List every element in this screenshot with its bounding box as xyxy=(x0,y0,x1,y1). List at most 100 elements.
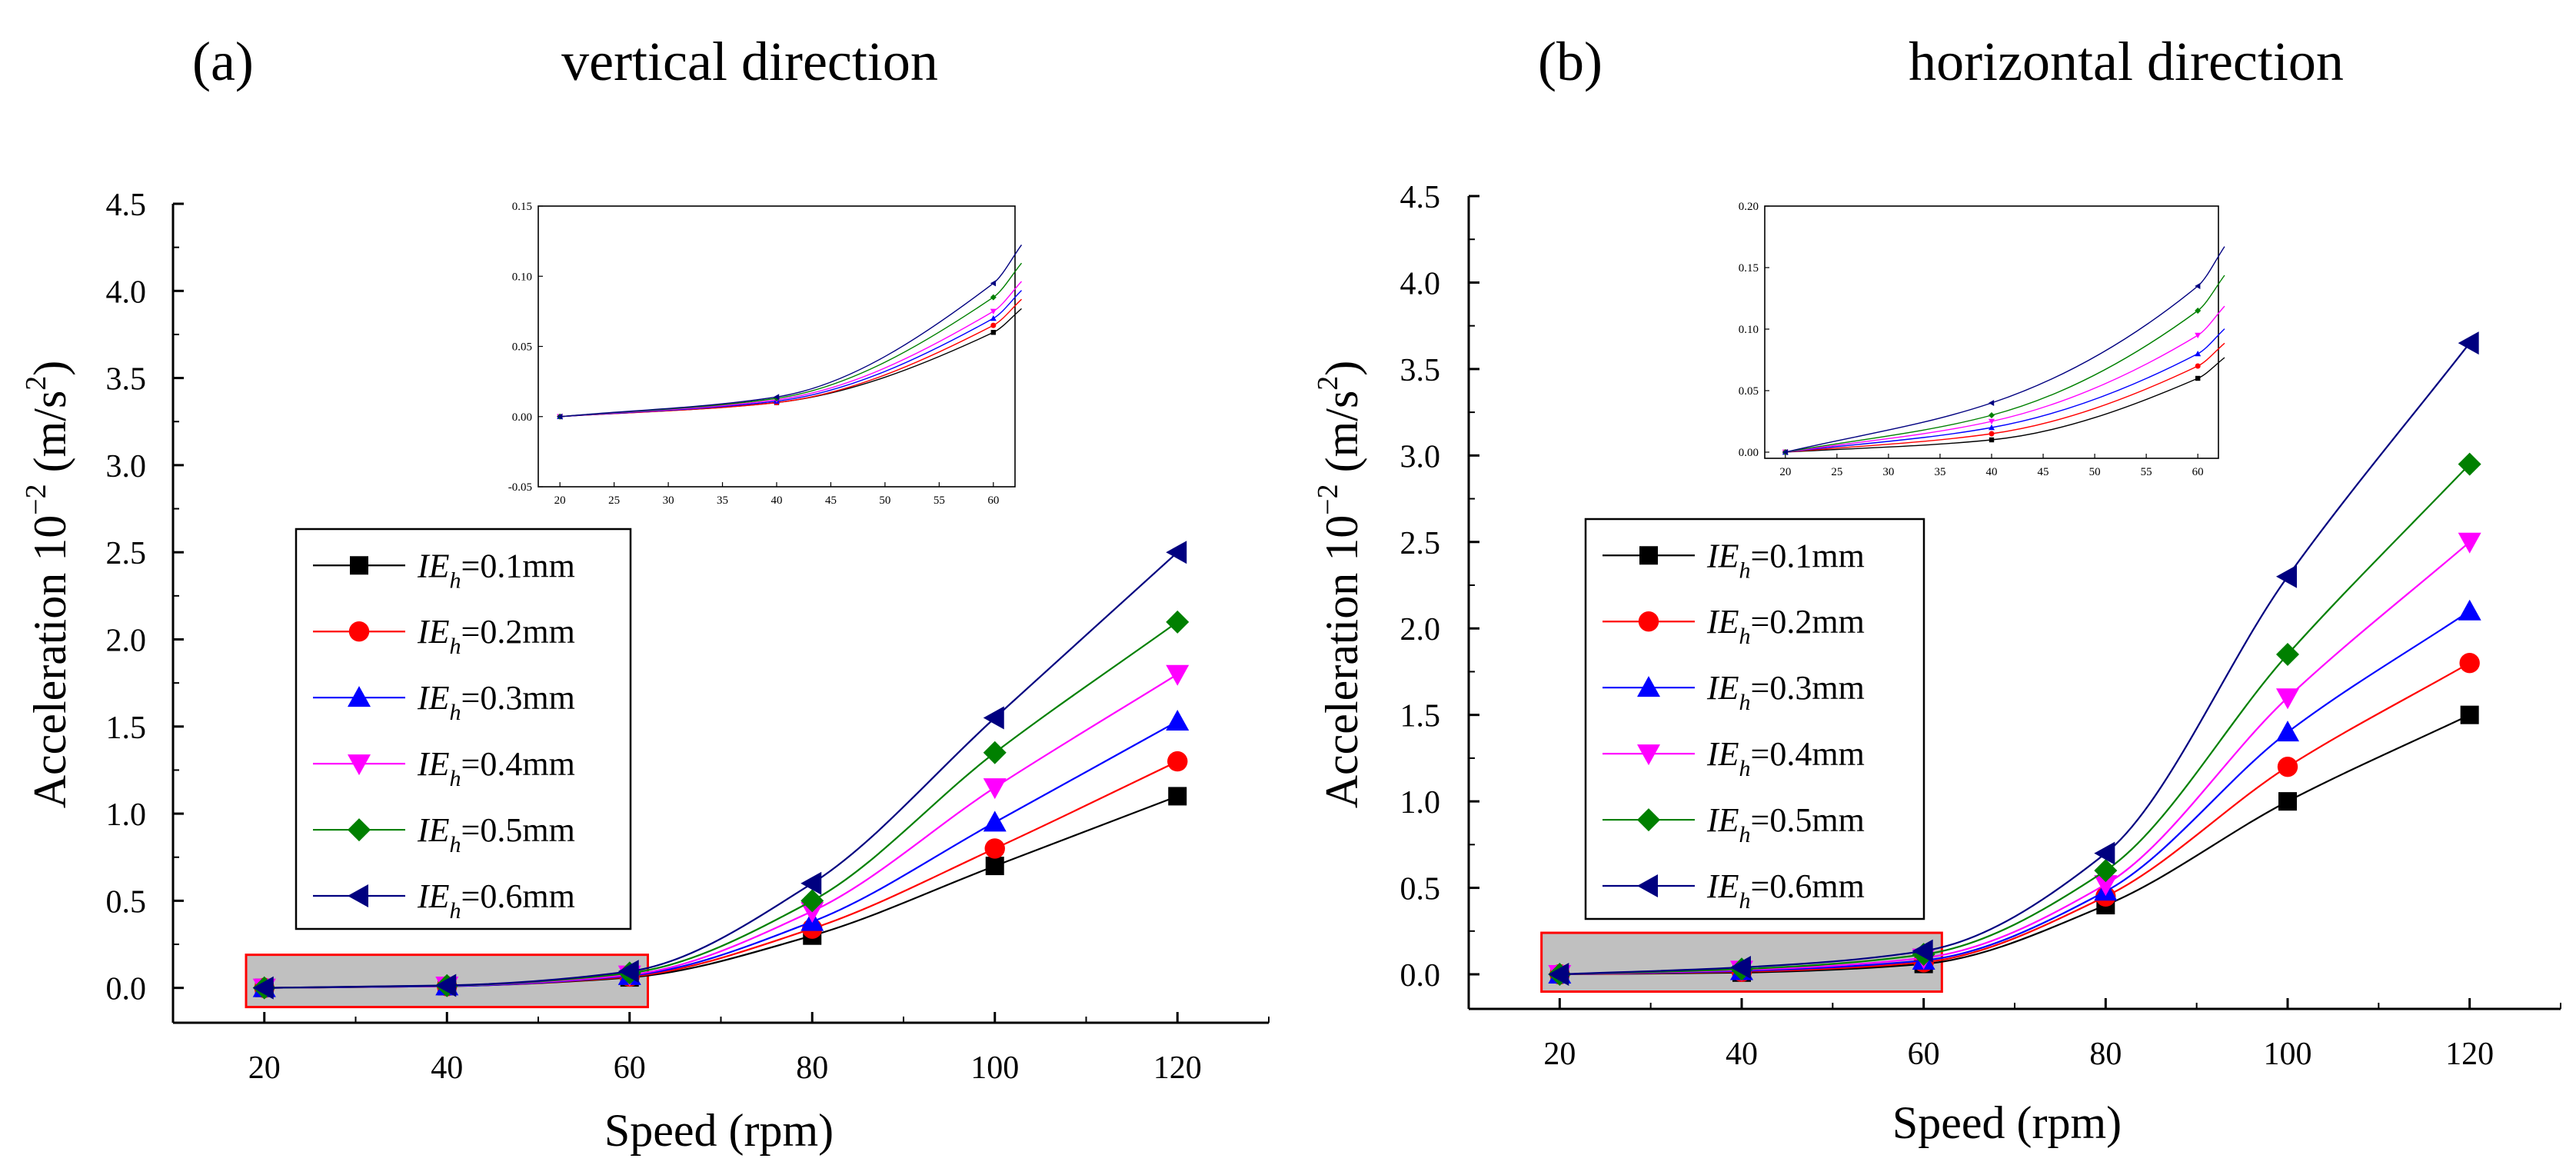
data-point-series-2 xyxy=(984,838,1005,859)
inset-data-point-series-4 xyxy=(1989,418,1995,424)
legend-label-ie: IE xyxy=(417,679,450,717)
legend-label-value: =0.3mm xyxy=(461,679,575,717)
data-point-series-4 xyxy=(2094,875,2118,897)
inset-y-tick-label: 0.10 xyxy=(512,271,532,283)
inset-series-line-2 xyxy=(1785,342,2225,453)
x-tick-label: 40 xyxy=(1726,1037,1758,1072)
inset-x-tick-label: 20 xyxy=(1779,466,1791,478)
data-point-series-1 xyxy=(2460,705,2479,724)
x-tick-label: 40 xyxy=(431,1050,463,1086)
data-point-series-5 xyxy=(2094,859,2118,883)
legend-marker xyxy=(348,621,370,642)
data-point-series-6 xyxy=(983,706,1004,730)
data-point-series-6 xyxy=(2094,841,2115,865)
panel-a: (a) vertical direction Speed (rpm) Accel… xyxy=(20,31,1270,1156)
y-tick-label: 3.0 xyxy=(106,449,147,484)
legend-label-ie: IE xyxy=(1706,735,1739,773)
inset-data-point-series-4 xyxy=(990,308,997,315)
data-point-series-4 xyxy=(800,901,824,923)
y-tick-label: 2.5 xyxy=(1400,526,1441,561)
legend-label-subscript: h xyxy=(450,898,461,924)
legend-label-subscript: h xyxy=(1739,888,1751,914)
legend-label: IEh=0.2mm xyxy=(1706,603,1865,649)
legend-label-ie: IE xyxy=(1706,603,1739,641)
legend-label-subscript: h xyxy=(1739,756,1751,781)
inset-y-tick-label: 0.20 xyxy=(1739,201,1759,213)
legend-marker xyxy=(1637,874,1658,898)
legend-label-subscript: h xyxy=(450,700,461,725)
data-point-series-4 xyxy=(1166,664,1190,686)
data-point-series-6 xyxy=(1730,956,1751,980)
x-tick-label: 60 xyxy=(1908,1037,1940,1072)
panel-a-ylabel: Acceleration 10−2 (m/s2) xyxy=(20,361,75,809)
legend-item: IEh=0.1mm xyxy=(1603,537,1865,583)
x-tick-label: 20 xyxy=(248,1050,281,1086)
y-tick-label: 3.5 xyxy=(106,362,147,398)
legend-label: IEh=0.4mm xyxy=(417,745,575,791)
inset-y-tick-label: 0.05 xyxy=(1739,385,1759,398)
data-point-series-3 xyxy=(2276,721,2299,742)
legend-label-value: =0.1mm xyxy=(461,547,575,584)
inset-data-point-series-2 xyxy=(990,322,997,328)
legend-label-value: =0.1mm xyxy=(1751,537,1865,574)
inset-x-tick-label: 25 xyxy=(1831,466,1842,478)
legend-marker xyxy=(1639,546,1658,565)
inset-data-point-series-6 xyxy=(2195,283,2201,289)
data-point-series-6 xyxy=(435,974,457,997)
y-tick-label: 1.5 xyxy=(106,711,147,746)
inset-x-tick-label: 40 xyxy=(771,494,783,507)
legend-label: IEh=0.5mm xyxy=(1706,801,1865,847)
series-line-1 xyxy=(1559,714,2471,976)
legend-item: IEh=0.3mm xyxy=(313,679,575,725)
inset-data-point-series-2 xyxy=(1989,431,1995,437)
data-point-series-6 xyxy=(617,960,639,984)
data-point-series-3 xyxy=(1166,709,1190,731)
inset-x-tick-label: 20 xyxy=(554,494,566,507)
x-tick-label: 80 xyxy=(2089,1037,2122,1072)
data-point-series-6 xyxy=(1548,963,1569,987)
inset-y-tick-label: 0.00 xyxy=(512,411,532,424)
panel-b-label: (b) xyxy=(1538,31,1603,92)
inset-data-point-series-3 xyxy=(990,315,997,321)
inset-data-point-series-4 xyxy=(2195,332,2202,338)
data-point-series-6 xyxy=(1912,939,1933,963)
inset-data-point-series-1 xyxy=(1989,437,1995,443)
y-tick-label: 3.5 xyxy=(1400,353,1441,388)
inset-data-point-series-1 xyxy=(2195,375,2201,381)
inset-series-line-4 xyxy=(1785,305,2225,453)
inset-series-line-1 xyxy=(1785,357,2225,453)
y-tick-label: 0.5 xyxy=(1400,872,1441,907)
panel-a-legend: IEh=0.1mmIEh=0.2mmIEh=0.3mmIEh=0.4mmIEh=… xyxy=(295,528,632,930)
panel-b-xlabel: Speed (rpm) xyxy=(1892,1097,2122,1148)
inset-series-line-5 xyxy=(1785,275,2225,453)
legend-label-subscript: h xyxy=(1739,558,1751,583)
legend-label-subscript: h xyxy=(1739,822,1751,847)
legend-label: IEh=0.6mm xyxy=(1706,867,1865,914)
legend-label-value: =0.6mm xyxy=(461,877,575,915)
legend-marker xyxy=(1637,744,1660,766)
panel-a-title: vertical direction xyxy=(561,31,938,92)
data-point-series-2 xyxy=(2277,756,2298,777)
x-tick-label: 20 xyxy=(1543,1037,1576,1072)
panel-a-inset: -0.05 0.00 0.05 0.10 0.15 20 25 30 35 40 45 50 55 60 xyxy=(508,201,1023,507)
legend-label: IEh=0.1mm xyxy=(1706,537,1865,583)
y-tick-label: 3.0 xyxy=(1400,439,1441,474)
inset-y-tick-label: -0.05 xyxy=(508,481,532,494)
legend-marker xyxy=(348,884,368,908)
inset-data-point-series-2 xyxy=(2195,363,2201,369)
data-point-series-5 xyxy=(983,741,1007,764)
inset-y-tick-label: 0.10 xyxy=(1739,324,1759,336)
legend-marker xyxy=(1637,808,1660,832)
inset-data-point-series-6 xyxy=(557,413,563,420)
inset-x-tick-label: 50 xyxy=(879,494,890,507)
legend-item: IEh=0.1mm xyxy=(313,547,575,593)
legend-label-subscript: h xyxy=(450,766,461,791)
y-tick-label: 0.0 xyxy=(1400,958,1441,994)
x-tick-label: 80 xyxy=(796,1050,828,1086)
legend-label: IEh=0.6mm xyxy=(417,877,575,924)
legend-label-ie: IE xyxy=(417,547,450,584)
data-point-series-1 xyxy=(1168,787,1187,806)
panel-b: (b) horizontal direction Speed (rpm) Acc… xyxy=(1312,31,2561,1148)
data-point-series-4 xyxy=(2276,688,2299,710)
panel-a-plot-area: 0.0 0.5 1.0 1.5 2.0 2.5 3.0 3.5 4.0 4.5 20 40 60 80 10… xyxy=(106,188,1270,1086)
